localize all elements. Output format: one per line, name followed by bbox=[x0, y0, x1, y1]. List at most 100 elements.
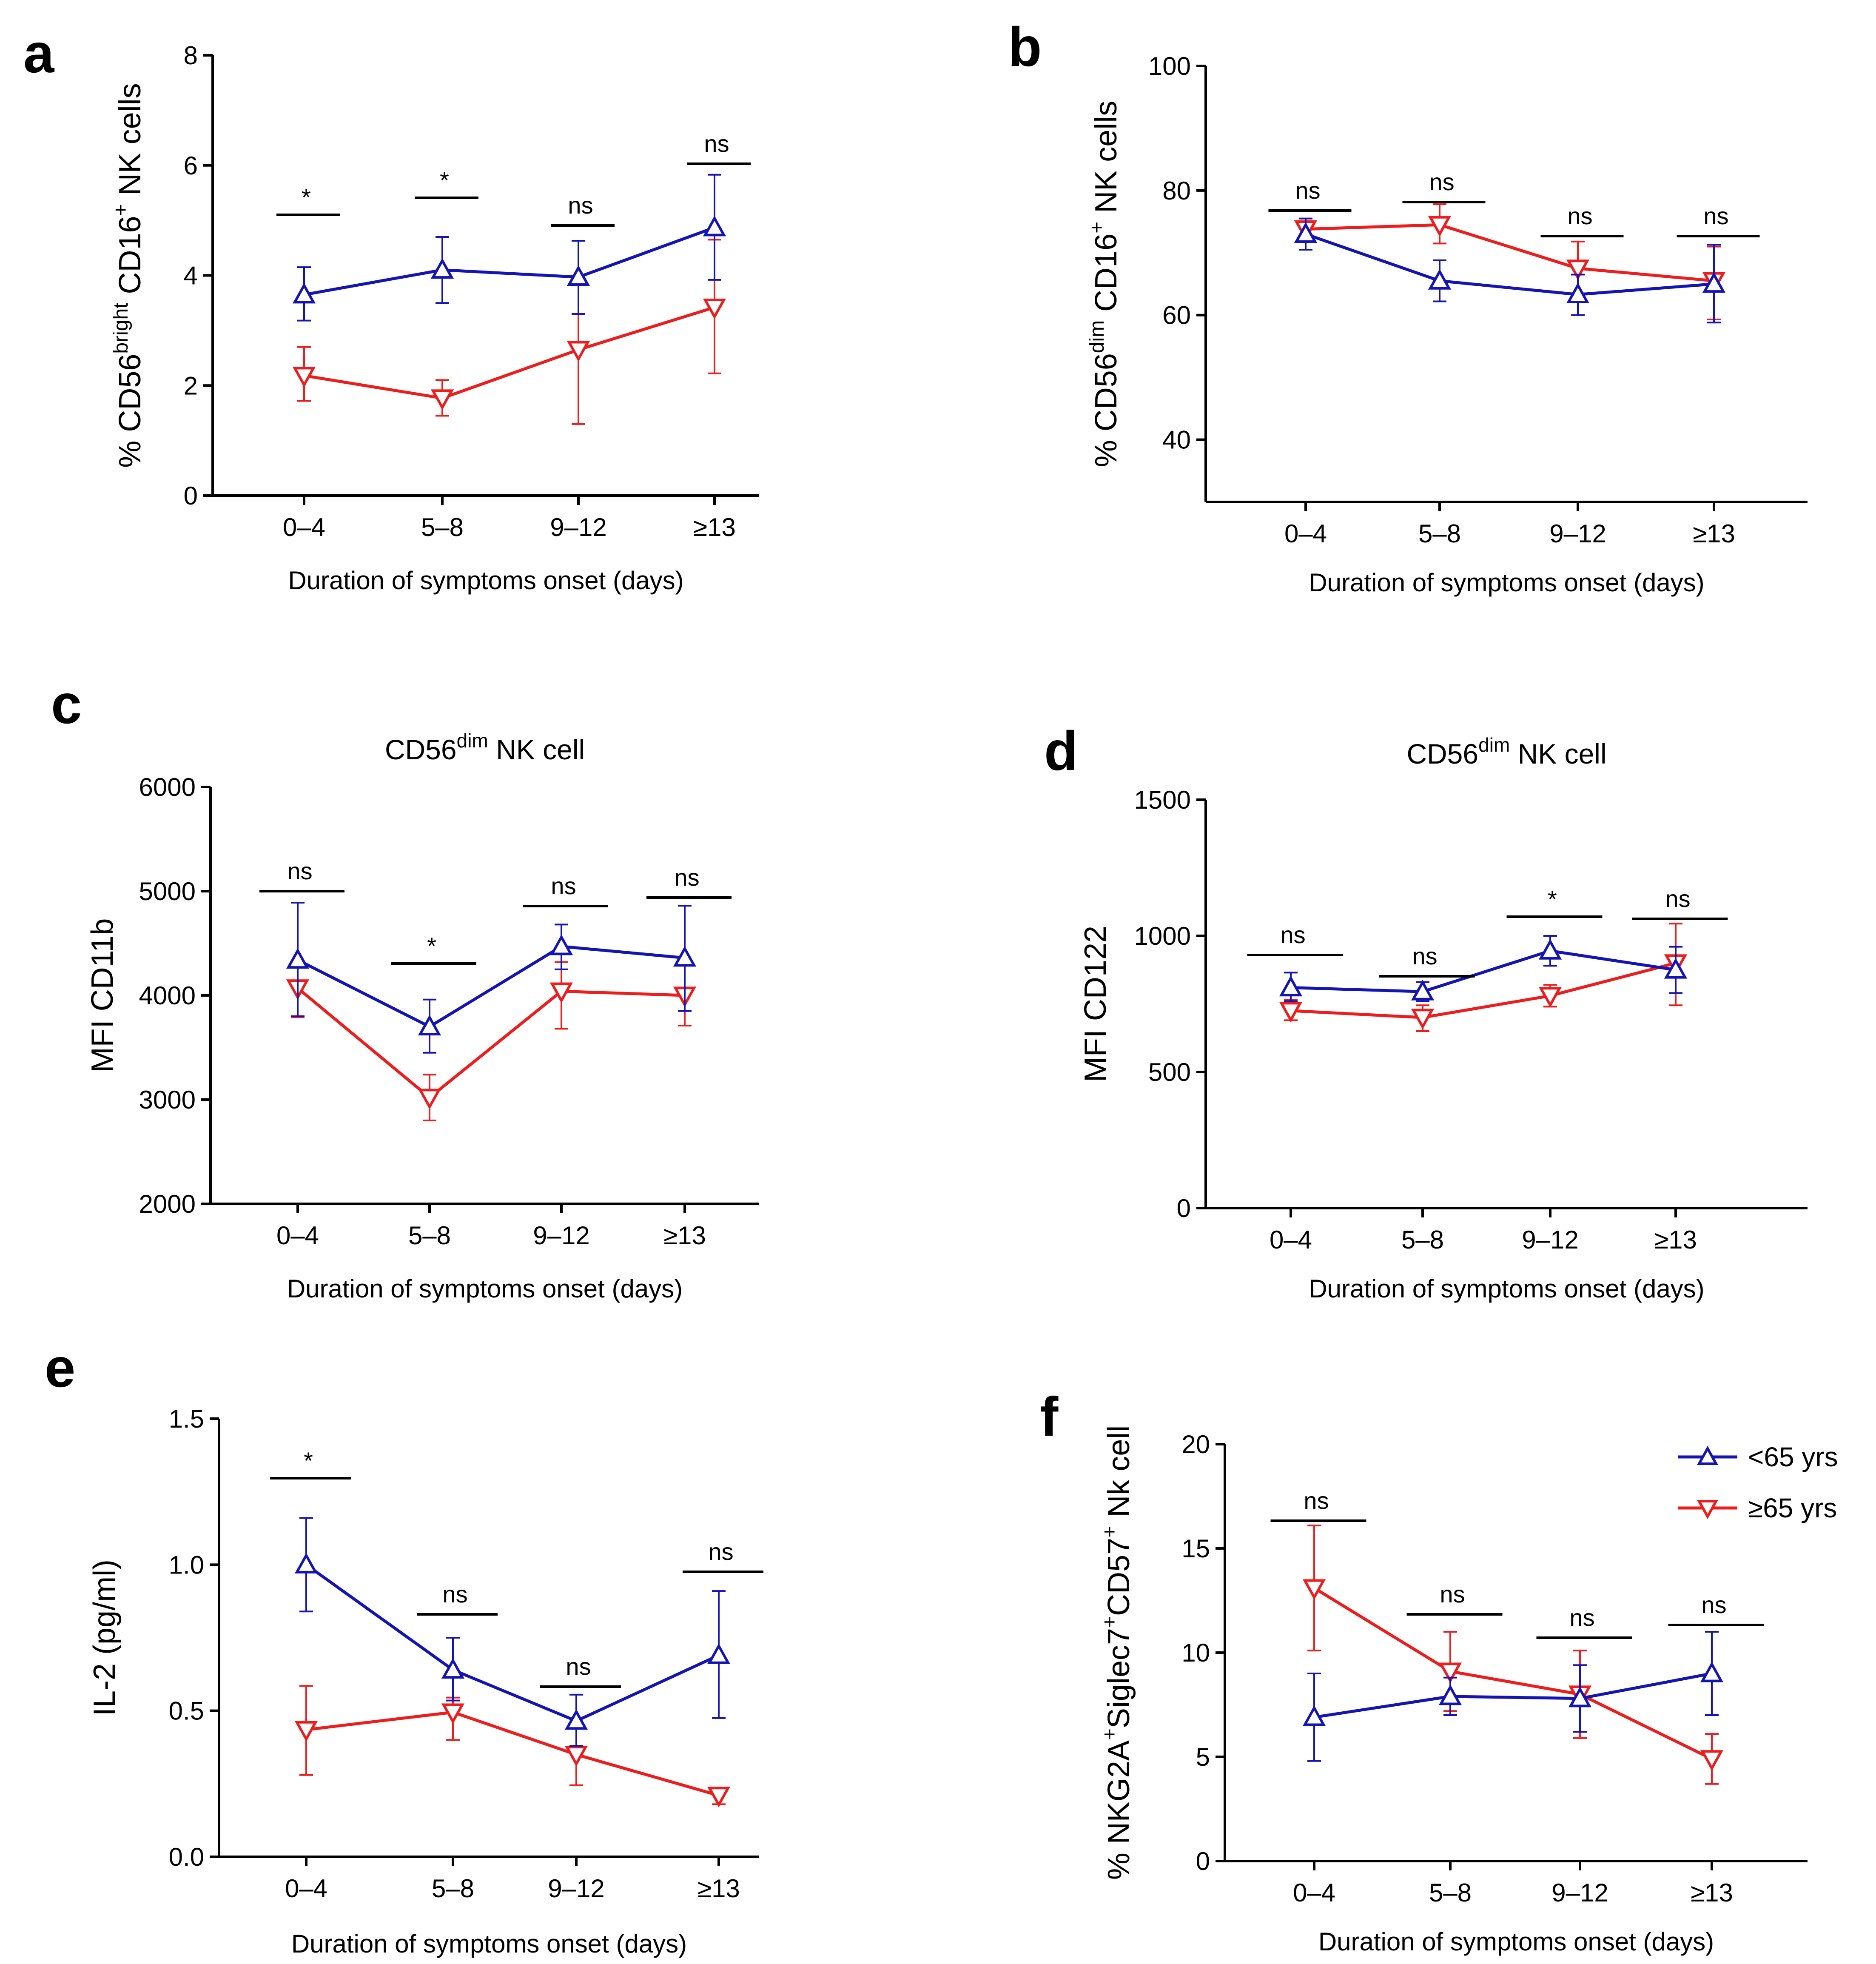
x-tick-label: 9–12 bbox=[533, 1221, 589, 1250]
data-point bbox=[441, 1658, 465, 1679]
x-axis-label: Duration of symptoms onset (days) bbox=[287, 1274, 683, 1303]
legend-marker bbox=[1697, 1445, 1719, 1465]
series-line bbox=[1305, 233, 1714, 296]
y-tick-label: 3000 bbox=[139, 1086, 196, 1114]
data-point bbox=[292, 282, 316, 304]
y-label-part: CD16 bbox=[113, 216, 147, 302]
data-point bbox=[1302, 1705, 1326, 1726]
x-tick-label: 0–4 bbox=[283, 513, 325, 542]
series-under-65 bbox=[1302, 1631, 1724, 1762]
data-point bbox=[703, 215, 726, 237]
series-line bbox=[1314, 1672, 1712, 1719]
legend-label: <65 yrs bbox=[1748, 1442, 1838, 1472]
data-point bbox=[418, 1089, 441, 1110]
data-point bbox=[294, 1553, 318, 1573]
x-tick-label: 0–4 bbox=[276, 1221, 319, 1250]
x-axis-label: Duration of symptoms onset (days) bbox=[1318, 1927, 1714, 1956]
data-point bbox=[1411, 1009, 1435, 1030]
significance-label: ns bbox=[1567, 202, 1592, 229]
series-line bbox=[1313, 1587, 1713, 1761]
data-point bbox=[1438, 1662, 1462, 1684]
significance-label: ns bbox=[442, 1581, 467, 1608]
x-axis-label: Duration of symptoms onset (days) bbox=[1309, 568, 1704, 597]
y-tick-label: 20 bbox=[1181, 1430, 1210, 1459]
y-tick-label: 4000 bbox=[139, 981, 196, 1010]
data-point bbox=[441, 1703, 465, 1725]
x-tick-label: 0–4 bbox=[1270, 1226, 1312, 1254]
data-point bbox=[1302, 1579, 1326, 1600]
panel-letter: b bbox=[1008, 16, 1042, 78]
title-part: NK cell bbox=[1510, 738, 1606, 770]
y-label-sup: + bbox=[1099, 1728, 1121, 1740]
series-line bbox=[1290, 949, 1676, 993]
data-point bbox=[673, 946, 697, 967]
y-tick-label: 500 bbox=[1148, 1058, 1191, 1086]
series-under-65 bbox=[1279, 935, 1688, 1002]
data-point bbox=[1700, 1750, 1724, 1771]
significance-label: ns bbox=[551, 872, 576, 899]
significance-label: ns bbox=[1304, 1487, 1329, 1514]
series-65-plus bbox=[1294, 203, 1726, 320]
panel-f: f 0 5 10 15 20 0–4 5–8 9–12 ≥13 Duration of sympto… bbox=[1040, 1385, 1808, 1956]
data-point bbox=[549, 934, 573, 955]
significance-label: ns bbox=[566, 1653, 591, 1680]
significance-label: * bbox=[440, 167, 449, 194]
y-tick-label: 60 bbox=[1162, 301, 1191, 330]
x-tick-label: ≥13 bbox=[1693, 519, 1735, 548]
title-sup: dim bbox=[457, 730, 488, 752]
significance-label: ns bbox=[1701, 1591, 1726, 1618]
y-axis-label: MFI CD122 bbox=[1079, 926, 1113, 1082]
y-tick-label: 0 bbox=[1177, 1194, 1191, 1223]
data-point bbox=[1279, 975, 1303, 997]
data-point bbox=[1428, 269, 1452, 290]
y-tick-label: 1000 bbox=[1134, 922, 1191, 950]
significance-label: ns bbox=[287, 858, 312, 884]
significance-label: ns bbox=[1295, 177, 1320, 204]
panel-letter: a bbox=[23, 22, 55, 84]
significance-label: ns bbox=[708, 1538, 733, 1565]
data-point bbox=[286, 948, 310, 969]
legend: <65 yrs ≥65 yrs bbox=[1678, 1442, 1838, 1523]
significance-label: ns bbox=[1412, 943, 1437, 969]
y-tick-label: 5000 bbox=[139, 877, 196, 906]
title-part: CD56 bbox=[385, 734, 457, 765]
y-axis-label: IL-2 (pg/ml) bbox=[88, 1559, 122, 1716]
y-tick-label: 1.5 bbox=[169, 1405, 204, 1433]
y-label-part: CD16 bbox=[1089, 234, 1123, 320]
data-point bbox=[1664, 958, 1688, 979]
series-under-65 bbox=[294, 1517, 731, 1747]
data-point bbox=[564, 1746, 588, 1767]
x-axis-label: Duration of symptoms onset (days) bbox=[1309, 1274, 1704, 1303]
significance-label: * bbox=[304, 1447, 313, 1474]
x-tick-label: 9–12 bbox=[548, 1874, 604, 1903]
title-part: CD56 bbox=[1406, 738, 1478, 770]
y-tick-label: 4 bbox=[184, 262, 198, 290]
x-tick-label: 0–4 bbox=[1284, 519, 1327, 548]
x-tick-label: 5–8 bbox=[432, 1874, 474, 1903]
y-tick-label: 8 bbox=[184, 41, 198, 70]
y-label-part: NK cells bbox=[113, 83, 147, 204]
data-point bbox=[1566, 259, 1590, 281]
data-point bbox=[1566, 282, 1590, 303]
x-tick-label: 5–8 bbox=[421, 513, 464, 542]
significance-label: ns bbox=[1569, 1604, 1594, 1631]
series-65-plus bbox=[294, 1685, 731, 1807]
y-label-part: IL-2 (pg/ml) bbox=[88, 1559, 122, 1716]
series-line bbox=[1290, 961, 1676, 1019]
significance-label: ns bbox=[1665, 885, 1690, 912]
y-label-sup: + bbox=[1086, 222, 1108, 234]
x-tick-label: 5–8 bbox=[408, 1221, 451, 1250]
y-tick-label: 6 bbox=[184, 151, 198, 180]
y-axis-label: % CD56bright CD16+ NK cells bbox=[110, 83, 147, 467]
y-tick-label: 5 bbox=[1196, 1743, 1210, 1771]
chart-title: CD56dim NK cell bbox=[385, 730, 585, 765]
y-label-sup: + bbox=[110, 204, 132, 216]
y-tick-label: 80 bbox=[1162, 177, 1191, 205]
y-label-part: MFI CD11b bbox=[85, 918, 120, 1073]
y-label-part: MFI CD122 bbox=[1079, 926, 1113, 1082]
panel-letter: c bbox=[51, 673, 82, 735]
x-tick-label: ≥13 bbox=[663, 1221, 706, 1250]
x-tick-label: 9–12 bbox=[1522, 1226, 1578, 1254]
y-tick-label: 1500 bbox=[1134, 786, 1191, 814]
